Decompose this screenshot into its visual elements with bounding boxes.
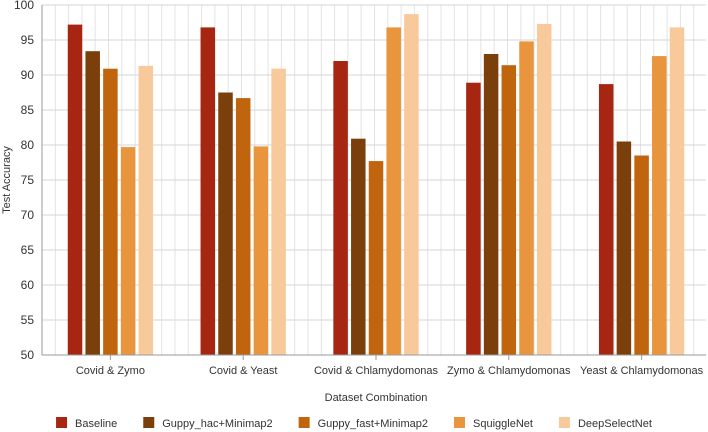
bar (351, 138, 366, 355)
legend-swatch (56, 417, 68, 428)
y-tick-label: 90 (21, 68, 35, 82)
x-tick-label: Covid & Yeast (209, 365, 278, 377)
bar (218, 92, 233, 355)
legend-label: DeepSelectNet (578, 418, 652, 430)
x-tick-label: Covid & Chlamydomonas (314, 365, 439, 377)
x-tick-label: Yeast & Chlamydomonas (580, 365, 704, 377)
bar (253, 146, 269, 355)
bar (483, 54, 499, 355)
bar (634, 155, 649, 355)
legend-item: DeepSelectNet (558, 417, 652, 430)
legend-item: Guppy_fast+Minimap2 (298, 417, 428, 430)
bar (652, 56, 667, 355)
legend-swatch (454, 417, 466, 428)
bar (200, 27, 216, 356)
y-tick-label: 70 (21, 208, 35, 222)
labels: 50 55 60 65 70 75 80 85 90 95 100 Covid & Zymo Covid… (1, 0, 704, 404)
bar (103, 68, 118, 355)
bars (67, 14, 685, 356)
bar (333, 61, 348, 355)
bar (536, 23, 552, 356)
bar (386, 27, 401, 356)
bar (404, 14, 419, 355)
bar (616, 141, 632, 355)
legend-swatch (143, 417, 155, 428)
y-tick-label: 55 (21, 313, 35, 327)
bar (138, 65, 154, 356)
y-axis-title: Test Accuracy (1, 146, 13, 214)
legend-label: Guppy_hac+Minimap2 (162, 418, 272, 430)
y-tick-label: 80 (21, 138, 35, 152)
bar (598, 84, 614, 355)
y-tick-label: 60 (21, 278, 35, 292)
bar (669, 27, 685, 356)
legend-label: Baseline (75, 418, 117, 430)
y-tick-label: 75 (21, 173, 35, 187)
x-axis-title: Dataset Combination (325, 392, 428, 404)
axes (41, 5, 706, 360)
legend-swatch (558, 417, 570, 428)
bar (120, 147, 136, 355)
x-tick-label: Zymo & Chlamydomonas (447, 365, 571, 377)
bar (271, 68, 286, 355)
legend: Baseline Guppy_hac+Minimap2 Guppy_fast+Min… (56, 417, 652, 430)
y-tick-label: 100 (14, 0, 34, 12)
x-tick-label: Covid & Zymo (76, 365, 145, 377)
legend-label: SquiggleNet (473, 418, 533, 430)
legend-item: SquiggleNet (454, 417, 533, 430)
y-tick-label: 50 (21, 348, 35, 362)
y-tick-label: 65 (21, 243, 35, 257)
legend-item: Guppy_hac+Minimap2 (143, 417, 273, 430)
legend-swatch (298, 417, 310, 428)
legend-item: Baseline (56, 417, 117, 430)
y-tick-label: 95 (21, 33, 35, 47)
legend-label: Guppy_fast+Minimap2 (318, 418, 428, 430)
bar (466, 82, 481, 355)
bar (235, 98, 251, 355)
bar (501, 65, 517, 355)
bar (368, 161, 384, 355)
bar (85, 51, 100, 355)
bar (519, 41, 534, 356)
y-tick-label: 85 (21, 103, 35, 117)
bar (67, 24, 83, 355)
